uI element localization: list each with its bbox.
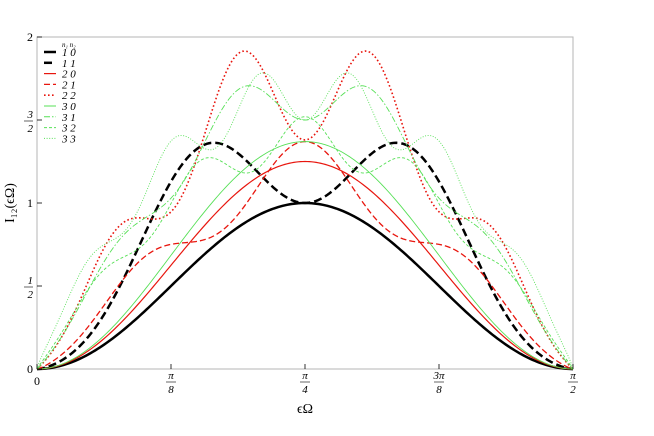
y-tick-denominator: 2 [28, 123, 34, 135]
legend-label: 1 1 [62, 58, 76, 70]
legend-label: 2 0 [62, 69, 76, 81]
x-axis-title: ϵΩ [297, 402, 313, 417]
x-tick-numerator: π [302, 370, 308, 382]
series-line-3-2 [36, 116, 574, 370]
legend-label: 2 2 [62, 90, 76, 102]
series-line-2-2 [36, 50, 574, 370]
x-tick-denominator: 8 [168, 384, 174, 396]
legend-label: 3 0 [61, 101, 76, 113]
series-curves [36, 50, 574, 371]
series-line-3-0 [36, 141, 574, 370]
series-line-1-1 [36, 141, 574, 371]
legend-label: 3 3 [61, 133, 76, 145]
axis-ticks: 0 π 8 π 4 3π 8 π 2 0 1 2 1 3 2 2 [24, 30, 578, 396]
x-tick-numerator: 3π [432, 370, 445, 382]
series-line-2-0 [36, 160, 574, 370]
y-tick-label: 1 [27, 196, 33, 210]
y-tick-numerator: 3 [27, 109, 34, 121]
y-axis-title: I₁₂(ϵΩ) [3, 183, 18, 223]
y-tick-denominator: 2 [28, 289, 34, 301]
legend: n₁ n₂1 01 12 02 12 23 03 13 23 3 [44, 41, 76, 145]
x-tick-numerator: π [570, 370, 576, 382]
x-tick-denominator: 8 [436, 384, 442, 396]
series-line-3-3 [36, 72, 574, 370]
y-tick-label: 2 [27, 30, 33, 44]
y-tick-numerator: 1 [28, 275, 34, 287]
x-tick-denominator: 4 [302, 384, 308, 396]
x-tick-numerator: π [168, 370, 174, 382]
x-tick-label: 0 [34, 374, 40, 388]
legend-label: 3 1 [61, 112, 76, 124]
x-tick-denominator: 2 [570, 384, 576, 396]
legend-header: n₁ n₂ [62, 41, 76, 49]
y-tick-label: 0 [27, 362, 33, 376]
legend-label: 2 1 [62, 79, 76, 91]
legend-label: 1 0 [62, 47, 76, 59]
legend-label: 3 2 [61, 123, 76, 135]
